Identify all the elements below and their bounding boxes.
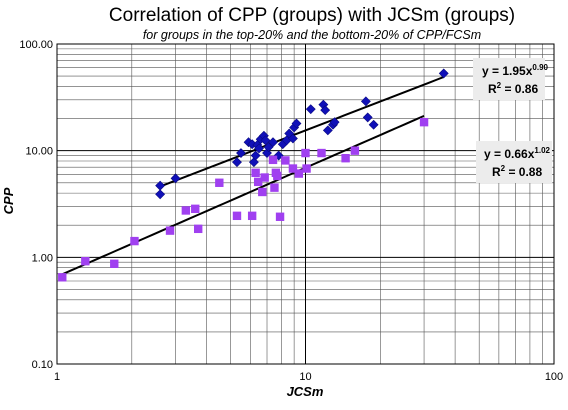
diamond-point xyxy=(329,117,340,128)
square-point xyxy=(301,148,310,158)
square-point xyxy=(270,183,279,192)
diamond-point xyxy=(322,125,333,136)
trendline-equation-box-bottom: y = 0.66x1.02 R2 = 0.88 xyxy=(476,141,552,183)
r2-1-value: = 0.86 xyxy=(501,82,538,96)
r2-2-superscript: 2 xyxy=(501,164,506,173)
square-point xyxy=(294,169,304,178)
y-tick-label: 0.10 xyxy=(32,359,53,371)
square-point xyxy=(110,259,119,268)
square-point xyxy=(130,236,139,246)
square-point xyxy=(58,273,67,282)
r-squared-text-bottom: R2 = 0.88 xyxy=(492,164,542,179)
square-point xyxy=(181,206,191,215)
diamond-point xyxy=(291,118,302,129)
square-point xyxy=(232,211,242,221)
equation-1-main: y = 1.95x xyxy=(482,64,533,78)
square-point xyxy=(247,211,257,221)
square-point xyxy=(268,155,278,165)
square-point xyxy=(350,146,360,155)
chart-subtitle: for groups in the top-20% and the bottom… xyxy=(143,28,481,42)
y-tick-label: 10.00 xyxy=(25,146,53,158)
square-point xyxy=(341,153,350,163)
square-point xyxy=(81,256,90,266)
square-point xyxy=(288,164,298,173)
square-point xyxy=(317,148,326,158)
square-point xyxy=(251,168,260,178)
r2-1-superscript: 2 xyxy=(497,81,502,90)
trendlines xyxy=(61,76,445,276)
r2-2-value: = 0.88 xyxy=(505,165,542,179)
plot-frame xyxy=(56,43,555,365)
square-point xyxy=(419,117,429,127)
square-point xyxy=(165,226,175,235)
equation-1-exponent: 0.90 xyxy=(532,63,548,72)
chart-title: Correlation of CPP (groups) with JCSm (g… xyxy=(109,5,515,26)
r2-1-r: R xyxy=(488,82,497,96)
square-point xyxy=(302,164,311,173)
diamond-point xyxy=(268,137,278,148)
y-tick-label: 1.00 xyxy=(32,252,53,264)
square-point xyxy=(275,212,285,221)
diamond-point xyxy=(232,157,242,168)
equation-2-main: y = 0.66x xyxy=(484,147,535,161)
square-point xyxy=(273,171,282,181)
diamond-point xyxy=(155,189,166,200)
diamond-point xyxy=(360,96,371,107)
square-point xyxy=(253,177,263,187)
trendline-1 xyxy=(157,76,445,189)
diamond-point xyxy=(236,148,246,158)
equation-2-exponent: 1.02 xyxy=(534,146,550,155)
x-tick-label: 1 xyxy=(54,371,60,383)
diamond-point xyxy=(320,105,331,116)
square-point xyxy=(215,178,224,187)
r-squared-text-top: R2 = 0.86 xyxy=(488,81,538,96)
diamond-point xyxy=(170,173,181,184)
data-points xyxy=(58,68,449,282)
diamond-point xyxy=(438,68,449,79)
diamond-point xyxy=(250,150,261,161)
x-tick-label: 10 xyxy=(299,371,311,383)
diamond-point xyxy=(305,104,316,115)
tick-labels: 1 10 100 100.00 10.00 1.00 0.10 xyxy=(19,39,563,383)
diamond-point xyxy=(362,112,373,123)
y-tick-label: 100.00 xyxy=(19,39,53,51)
equation-text-top: y = 1.95x0.90 xyxy=(482,63,549,78)
diamond-point xyxy=(260,135,271,146)
diamond-point xyxy=(254,143,264,154)
square-point xyxy=(260,173,269,182)
trendline-equation-box-top: y = 1.95x0.90 R2 = 0.86 xyxy=(473,58,549,100)
y-axis-label: CPP xyxy=(1,187,16,214)
equation-text-bottom: y = 0.66x1.02 xyxy=(484,146,551,161)
r2-2-r: R xyxy=(492,165,501,179)
x-axis-label: JCSm xyxy=(287,384,324,399)
diamond-point xyxy=(368,119,379,130)
square-point xyxy=(258,187,267,197)
square-point xyxy=(193,224,203,234)
square-point xyxy=(191,204,200,214)
diamond-point xyxy=(287,133,298,144)
x-tick-label: 100 xyxy=(545,371,563,383)
trendline-2 xyxy=(61,114,425,276)
square-point xyxy=(281,156,290,165)
